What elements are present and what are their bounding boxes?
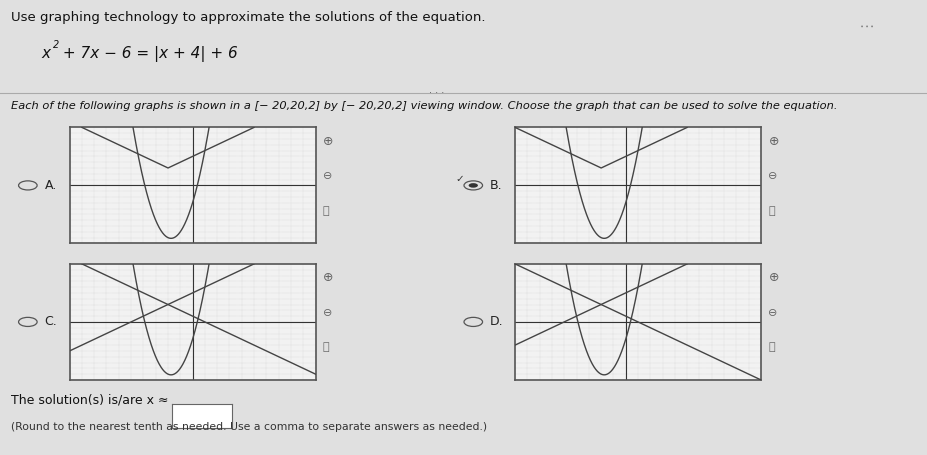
Text: ⧉: ⧉ (323, 206, 329, 216)
Text: · · ·: · · · (428, 88, 443, 98)
Text: ⊕: ⊕ (768, 271, 778, 284)
Text: A.: A. (44, 179, 57, 192)
Text: The solution(s) is/are x ≈: The solution(s) is/are x ≈ (11, 394, 169, 407)
Text: ⊖: ⊖ (323, 171, 332, 181)
Text: ⊕: ⊕ (323, 135, 333, 148)
Text: B.: B. (489, 179, 502, 192)
Text: D.: D. (489, 315, 503, 329)
Text: ⊕: ⊕ (768, 135, 778, 148)
Text: ⧉: ⧉ (768, 206, 774, 216)
Text: x: x (42, 46, 51, 61)
Text: ⊕: ⊕ (323, 271, 333, 284)
Text: ⊖: ⊖ (768, 308, 777, 318)
Text: Each of the following graphs is shown in a [− 20,20,2] by [− 20,20,2] viewing wi: Each of the following graphs is shown in… (11, 101, 837, 111)
Text: 2: 2 (53, 40, 59, 50)
Text: + 7x − 6 = |x + 4| + 6: + 7x − 6 = |x + 4| + 6 (58, 46, 238, 61)
Text: C.: C. (44, 315, 57, 329)
Text: (Round to the nearest tenth as needed. Use a comma to separate answers as needed: (Round to the nearest tenth as needed. U… (11, 422, 487, 432)
Text: ⊖: ⊖ (323, 308, 332, 318)
Text: Use graphing technology to approximate the solutions of the equation.: Use graphing technology to approximate t… (11, 11, 485, 25)
Text: ⧉: ⧉ (768, 343, 774, 353)
Text: ⊖: ⊖ (768, 171, 777, 181)
Text: ⋮: ⋮ (853, 11, 868, 27)
Text: ✓: ✓ (454, 174, 464, 183)
Text: ⧉: ⧉ (323, 343, 329, 353)
